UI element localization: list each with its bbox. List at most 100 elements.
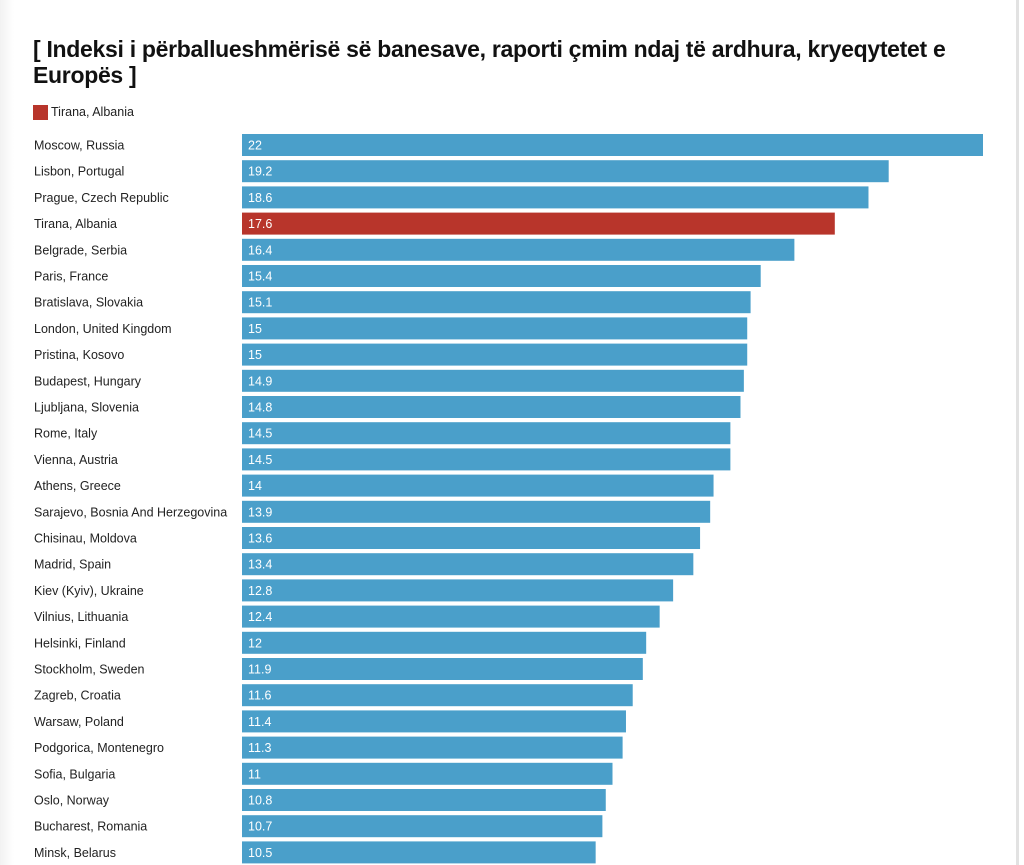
category-label: Bratislava, Slovakia bbox=[34, 296, 143, 310]
bar bbox=[242, 658, 643, 680]
value-label: 11.9 bbox=[248, 663, 271, 677]
bar bbox=[242, 317, 748, 340]
bar bbox=[242, 631, 647, 654]
bar-row: Paris, France 15.4 bbox=[34, 265, 761, 287]
bar-row: Athens, Greece 14 bbox=[34, 474, 714, 497]
value-label: 15 bbox=[248, 348, 262, 362]
category-label: Sarajevo, Bosnia And Herzegovina bbox=[34, 505, 227, 519]
bar bbox=[242, 160, 889, 183]
bar-row: Warsaw, Poland 11.4 bbox=[34, 710, 626, 733]
category-label: Pristina, Kosovo bbox=[34, 348, 124, 362]
category-label: Madrid, Spain bbox=[34, 558, 111, 572]
bar-row: Chisinau, Moldova 13.6 bbox=[34, 527, 701, 549]
chart-title: [ Indeksi i përballueshmërisë së banesav… bbox=[33, 36, 946, 88]
value-label: 12.8 bbox=[248, 584, 272, 598]
category-label: Sofia, Bulgaria bbox=[34, 767, 115, 781]
legend-label: Tirana, Albania bbox=[51, 105, 134, 119]
bar bbox=[242, 448, 731, 471]
value-label: 14.8 bbox=[248, 401, 272, 415]
bar-row: London, United Kingdom 15 bbox=[34, 317, 748, 340]
bar-row: Kiev (Kyiv), Ukraine 12.8 bbox=[34, 579, 674, 602]
category-label: Moscow, Russia bbox=[34, 139, 124, 153]
value-label: 12.4 bbox=[248, 610, 272, 624]
value-label: 18.6 bbox=[248, 191, 272, 205]
bar bbox=[242, 789, 606, 811]
bar-row: Tirana, Albania 17.6 bbox=[34, 212, 835, 235]
category-label: Zagreb, Croatia bbox=[34, 689, 121, 703]
page-edge-shadow bbox=[0, 0, 14, 865]
category-label: Stockholm, Sweden bbox=[34, 663, 145, 677]
category-label: Kiev (Kyiv), Ukraine bbox=[34, 584, 144, 598]
bar-row: Pristina, Kosovo 15 bbox=[34, 343, 748, 366]
value-label: 16.4 bbox=[248, 243, 272, 257]
bar bbox=[242, 238, 795, 261]
legend: Tirana, Albania bbox=[33, 104, 134, 120]
bar bbox=[242, 762, 613, 785]
category-label: Helsinki, Finland bbox=[34, 636, 126, 650]
value-label: 14.5 bbox=[248, 453, 272, 467]
category-label: Belgrade, Serbia bbox=[34, 243, 127, 257]
value-label: 13.9 bbox=[248, 505, 272, 519]
category-label: London, United Kingdom bbox=[34, 322, 172, 336]
category-label: Bucharest, Romania bbox=[34, 820, 147, 834]
bar bbox=[242, 815, 603, 838]
bar bbox=[242, 710, 626, 733]
bar bbox=[242, 396, 741, 418]
bar-row: Oslo, Norway 10.8 bbox=[34, 789, 606, 811]
bar-row: Bucharest, Romania 10.7 bbox=[34, 815, 603, 838]
bar-row: Stockholm, Sweden 11.9 bbox=[34, 658, 643, 680]
bar-row: Belgrade, Serbia 16.4 bbox=[34, 238, 795, 261]
category-label: Oslo, Norway bbox=[34, 794, 110, 808]
category-label: Lisbon, Portugal bbox=[34, 165, 124, 179]
category-label: Paris, France bbox=[34, 270, 108, 284]
bar-row: Helsinki, Finland 12 bbox=[34, 631, 647, 654]
bar bbox=[242, 553, 694, 576]
bar-row: Budapest, Hungary 14.9 bbox=[34, 369, 744, 392]
value-label: 15.1 bbox=[248, 296, 272, 310]
bar-row: Rome, Italy 14.5 bbox=[34, 422, 731, 445]
category-label: Athens, Greece bbox=[34, 479, 121, 493]
bar-row: Moscow, Russia 22 bbox=[34, 134, 983, 156]
value-label: 10.8 bbox=[248, 794, 272, 808]
bar bbox=[242, 343, 748, 366]
bar bbox=[242, 134, 983, 156]
value-label: 14 bbox=[248, 479, 262, 493]
bar bbox=[242, 527, 701, 549]
value-label: 10.5 bbox=[248, 846, 272, 860]
bar-row: Minsk, Belarus 10.5 bbox=[34, 841, 596, 864]
category-label: Chisinau, Moldova bbox=[34, 532, 137, 546]
bar-row: Ljubljana, Slovenia 14.8 bbox=[34, 396, 741, 418]
bar-row: Vilnius, Lithuania 12.4 bbox=[34, 605, 660, 628]
bar bbox=[242, 579, 674, 602]
bar bbox=[242, 474, 714, 497]
value-label: 11.3 bbox=[248, 741, 271, 755]
value-label: 17.6 bbox=[248, 217, 272, 231]
bar-row: Sarajevo, Bosnia And Herzegovina 13.9 bbox=[34, 500, 711, 523]
value-label: 13.4 bbox=[248, 558, 272, 572]
bar bbox=[242, 736, 623, 759]
bar bbox=[242, 605, 660, 628]
bar-row: Madrid, Spain 13.4 bbox=[34, 553, 694, 576]
value-label: 11.4 bbox=[248, 715, 271, 729]
category-label: Prague, Czech Republic bbox=[34, 191, 169, 205]
bar bbox=[242, 500, 711, 523]
value-label: 11 bbox=[248, 767, 261, 781]
bar-row: Lisbon, Portugal 19.2 bbox=[34, 160, 889, 183]
bar bbox=[242, 291, 751, 314]
value-label: 15 bbox=[248, 322, 262, 336]
bar-row: Vienna, Austria 14.5 bbox=[34, 448, 731, 471]
bar bbox=[242, 265, 761, 287]
category-label: Warsaw, Poland bbox=[34, 715, 124, 729]
category-label: Vilnius, Lithuania bbox=[34, 610, 128, 624]
value-label: 10.7 bbox=[248, 820, 272, 834]
bar-row: Bratislava, Slovakia 15.1 bbox=[34, 291, 751, 314]
bar bbox=[242, 684, 633, 707]
bar-row: Prague, Czech Republic 18.6 bbox=[34, 186, 869, 209]
bar bbox=[242, 186, 869, 209]
value-label: 14.5 bbox=[248, 427, 272, 441]
bar bbox=[242, 369, 744, 392]
bar-row: Podgorica, Montenegro 11.3 bbox=[34, 736, 623, 759]
value-label: 15.4 bbox=[248, 270, 272, 284]
category-label: Rome, Italy bbox=[34, 427, 98, 441]
bar-row: Sofia, Bulgaria 11 bbox=[34, 762, 613, 785]
